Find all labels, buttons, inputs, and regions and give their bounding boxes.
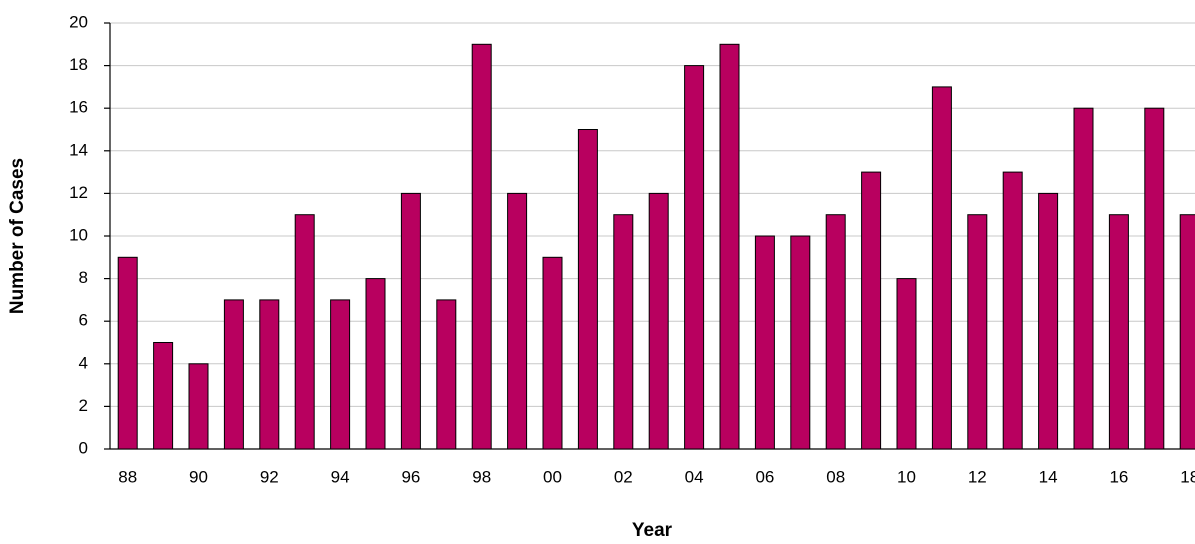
bar <box>259 299 280 450</box>
bar <box>330 299 351 450</box>
bar <box>436 299 457 450</box>
y-tick-label: 14 <box>69 140 88 159</box>
y-axis-title: Number of Cases <box>7 158 28 314</box>
bar <box>967 214 988 450</box>
x-tick-label: 10 <box>897 467 916 486</box>
x-tick-label: 96 <box>401 467 420 486</box>
bar <box>153 342 174 450</box>
bar <box>223 299 244 450</box>
x-tick-label: 12 <box>968 467 987 486</box>
bar <box>1038 192 1059 450</box>
bar <box>1108 214 1129 450</box>
y-tick-label: 4 <box>79 353 88 372</box>
bar <box>896 278 917 450</box>
y-tick-label: 20 <box>69 12 88 31</box>
x-tick-label: 08 <box>826 467 845 486</box>
x-tick-label: 92 <box>260 467 279 486</box>
x-tick-label: 14 <box>1039 467 1058 486</box>
bar <box>1179 214 1195 450</box>
bar <box>613 214 634 450</box>
bar <box>931 86 952 450</box>
x-tick-label: 06 <box>755 467 774 486</box>
bar <box>400 192 421 450</box>
bar <box>1002 171 1023 450</box>
bar <box>542 256 563 450</box>
bar <box>648 192 669 450</box>
y-tick-label: 18 <box>69 55 88 74</box>
y-tick-label: 6 <box>79 311 88 330</box>
bar <box>825 214 846 450</box>
x-axis-title: Year <box>632 520 673 541</box>
bar <box>754 235 775 450</box>
bar <box>577 129 598 450</box>
y-tick-label: 16 <box>69 98 88 117</box>
bar <box>471 43 492 450</box>
bar <box>117 256 138 450</box>
x-tick-label: 88 <box>118 467 137 486</box>
bar <box>790 235 811 450</box>
bar <box>1144 107 1165 450</box>
x-tick-label: 94 <box>331 467 350 486</box>
x-tick-label: 16 <box>1109 467 1128 486</box>
bar <box>507 192 528 450</box>
bar <box>684 65 705 450</box>
x-tick-label: 02 <box>614 467 633 486</box>
y-tick-label: 8 <box>79 268 88 287</box>
bar <box>861 171 882 450</box>
bar <box>188 363 209 450</box>
x-tick-label: 90 <box>189 467 208 486</box>
y-tick-label: 12 <box>69 183 88 202</box>
bar <box>294 214 315 450</box>
y-tick-label: 0 <box>79 438 88 457</box>
bar <box>719 43 740 450</box>
x-tick-label: 00 <box>543 467 562 486</box>
x-tick-label: 04 <box>685 467 704 486</box>
x-tick-label: 98 <box>472 467 491 486</box>
y-tick-label: 2 <box>79 396 88 415</box>
y-tick-label: 10 <box>69 225 88 244</box>
bar <box>365 278 386 450</box>
bar <box>1073 107 1094 450</box>
x-tick-label: 18 <box>1180 467 1195 486</box>
